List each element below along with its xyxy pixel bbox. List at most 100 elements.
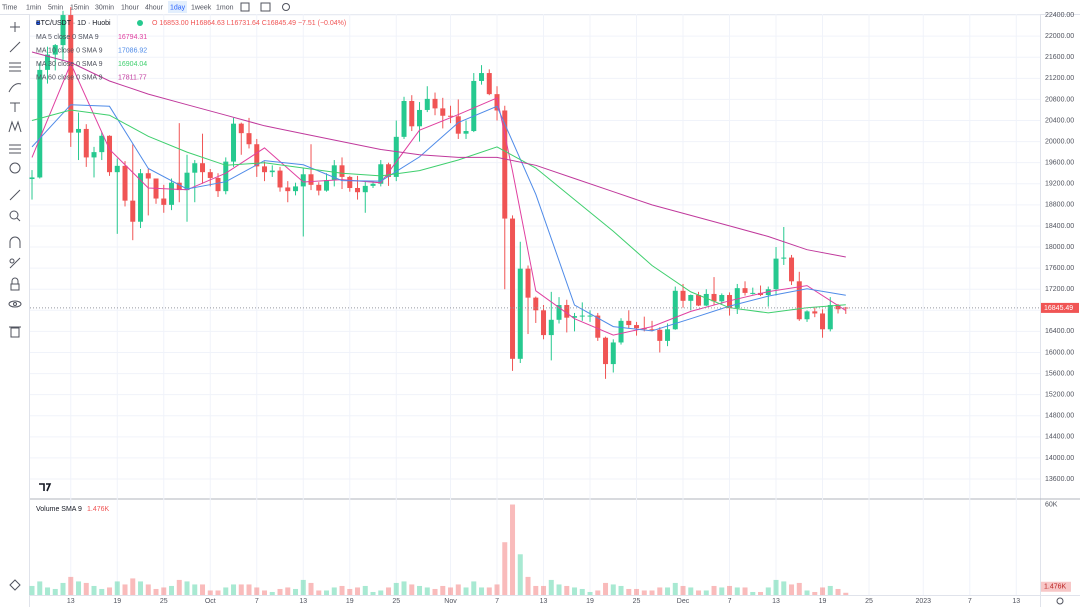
volume-bar <box>750 591 756 595</box>
brush-tool[interactable] <box>8 83 22 93</box>
candle-body <box>308 174 314 185</box>
settings-button[interactable] <box>282 3 290 11</box>
object-tree[interactable] <box>9 579 21 591</box>
volume-bar <box>610 584 616 595</box>
chart-settings[interactable] <box>1056 597 1064 605</box>
interval-button[interactable]: 5min <box>48 4 63 11</box>
compare-button[interactable] <box>240 2 250 12</box>
x-tick-label: 19 <box>346 598 354 605</box>
volume-bar <box>107 587 113 595</box>
y-tick-label: 14000.00 <box>1045 455 1074 462</box>
interval-button[interactable]: Time <box>2 4 17 11</box>
market-status <box>137 20 143 26</box>
y-tick-label: 21600.00 <box>1045 54 1074 61</box>
volume-bar <box>548 579 554 595</box>
x-tick-label: 13 <box>772 598 780 605</box>
delete-tool[interactable] <box>9 326 21 338</box>
magnet-tool[interactable] <box>9 236 21 248</box>
volume-bar <box>308 582 314 595</box>
candle-body <box>300 174 306 187</box>
interval-button[interactable]: 30min <box>95 4 114 11</box>
ma-legend-value: 17811.77 <box>118 74 147 81</box>
volume-bar <box>649 590 655 595</box>
visibility-tool[interactable] <box>8 300 22 308</box>
candle-body <box>843 307 849 309</box>
interval-button[interactable]: 1week <box>191 4 212 11</box>
interval-button[interactable]: 1hour <box>121 4 140 11</box>
trendline-tool[interactable] <box>9 41 21 53</box>
volume-bar <box>215 590 221 595</box>
interval-button[interactable]: 1min <box>26 4 41 11</box>
volume-bar <box>665 587 671 595</box>
volume-bar <box>223 587 229 595</box>
legend: BTC/USDT · 1D · Huobi O 16853.00 H16864.… <box>36 20 346 513</box>
candle-body <box>719 295 725 302</box>
x-tick-label: 2023 <box>915 598 931 605</box>
candle-body <box>533 297 539 311</box>
volume-bar <box>572 587 578 595</box>
candle-body <box>541 310 547 336</box>
volume-bar <box>758 591 764 595</box>
lock-draw-tool[interactable] <box>9 257 21 269</box>
ruler-tool[interactable] <box>9 189 21 201</box>
volume-bar <box>91 585 97 595</box>
volume-bar <box>657 587 663 595</box>
candle-body <box>781 257 787 259</box>
volume-bar <box>45 587 51 595</box>
candle-body <box>525 268 531 298</box>
candle-body <box>145 173 151 179</box>
volume-bar <box>587 591 593 595</box>
volume-bar <box>277 588 283 595</box>
volume-bar <box>145 584 151 595</box>
candle-body <box>409 100 415 127</box>
lock-tool[interactable] <box>10 277 20 291</box>
candle-body <box>820 313 826 330</box>
volume-bar <box>424 587 430 595</box>
volume-bar <box>463 587 469 595</box>
volume-bar <box>370 591 376 595</box>
pattern-tool[interactable] <box>8 120 22 133</box>
volume-bar <box>827 585 833 595</box>
candle-body <box>324 180 330 191</box>
zoom-tool[interactable] <box>9 210 21 222</box>
volume-bar <box>401 581 407 595</box>
volume-tag-label: 1.476K <box>1044 584 1067 591</box>
text-tool[interactable] <box>10 102 20 112</box>
last-price-label: 16845.49 <box>1044 305 1073 312</box>
candle-body <box>502 110 508 219</box>
interval-button[interactable]: 1day <box>170 4 186 11</box>
volume-bar <box>417 585 423 595</box>
interval-button[interactable]: 1mon <box>216 4 234 11</box>
interval-button[interactable]: 4hour <box>145 4 164 11</box>
candle-body <box>176 182 182 191</box>
volume-bar <box>812 591 818 595</box>
volume-bar <box>618 585 624 595</box>
interval-button[interactable]: 15min <box>70 4 89 11</box>
icons-tool[interactable] <box>9 162 21 174</box>
candle-body <box>634 325 640 329</box>
x-tick-label: 25 <box>633 598 641 605</box>
screenshot-button[interactable] <box>260 2 271 12</box>
ma-line <box>31 104 846 332</box>
candle-body <box>789 257 795 282</box>
volume-bar <box>672 582 678 595</box>
candle-body <box>138 173 144 222</box>
volume-bar <box>238 584 244 595</box>
candle-body <box>355 187 361 193</box>
volume-tick-label: 60K <box>1045 501 1058 508</box>
candle-body <box>370 183 376 186</box>
crosshair-tool[interactable] <box>10 22 20 32</box>
volume-bar <box>130 578 136 595</box>
volume-bar <box>688 587 694 595</box>
candle-body <box>742 288 748 293</box>
candle-body <box>649 329 655 331</box>
volume-bar <box>525 576 531 595</box>
candle-body <box>564 305 570 318</box>
candle-body <box>727 295 733 309</box>
volume-bar <box>355 587 361 595</box>
fib-tool[interactable] <box>9 62 21 72</box>
y-tick-label: 18400.00 <box>1045 223 1074 230</box>
prediction-tool[interactable] <box>9 144 21 154</box>
candle-body <box>83 128 89 158</box>
candle-body <box>293 186 299 192</box>
